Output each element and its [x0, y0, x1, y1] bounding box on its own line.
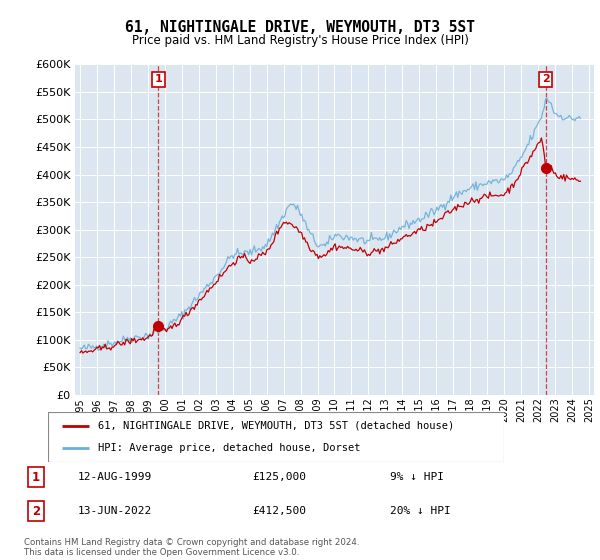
Text: 1: 1: [155, 74, 163, 85]
Text: Contains HM Land Registry data © Crown copyright and database right 2024.
This d: Contains HM Land Registry data © Crown c…: [24, 538, 359, 557]
Text: 61, NIGHTINGALE DRIVE, WEYMOUTH, DT3 5ST: 61, NIGHTINGALE DRIVE, WEYMOUTH, DT3 5ST: [125, 20, 475, 35]
Text: £412,500: £412,500: [252, 506, 306, 516]
Text: £125,000: £125,000: [252, 472, 306, 482]
Text: 61, NIGHTINGALE DRIVE, WEYMOUTH, DT3 5ST (detached house): 61, NIGHTINGALE DRIVE, WEYMOUTH, DT3 5ST…: [98, 421, 454, 431]
Text: 1: 1: [32, 470, 40, 484]
Text: Price paid vs. HM Land Registry's House Price Index (HPI): Price paid vs. HM Land Registry's House …: [131, 34, 469, 46]
Text: 2: 2: [542, 74, 550, 85]
Text: 20% ↓ HPI: 20% ↓ HPI: [390, 506, 451, 516]
Text: 9% ↓ HPI: 9% ↓ HPI: [390, 472, 444, 482]
Text: 2: 2: [32, 505, 40, 517]
Text: HPI: Average price, detached house, Dorset: HPI: Average price, detached house, Dors…: [98, 443, 361, 453]
Text: 13-JUN-2022: 13-JUN-2022: [78, 506, 152, 516]
Text: 12-AUG-1999: 12-AUG-1999: [78, 472, 152, 482]
